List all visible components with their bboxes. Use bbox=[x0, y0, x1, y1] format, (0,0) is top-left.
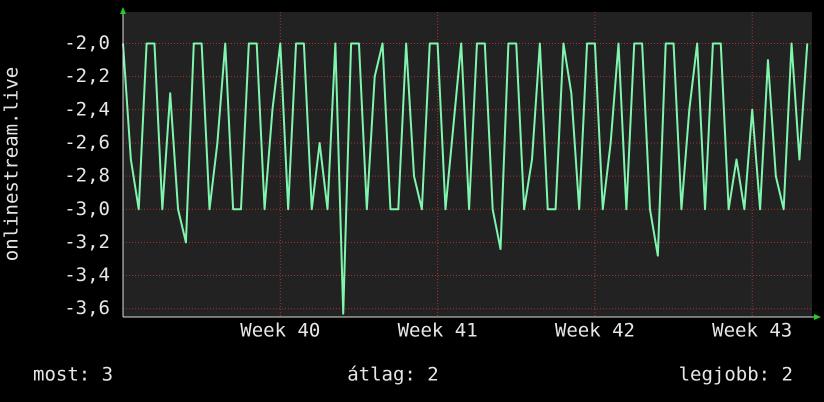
footer-average: átlag: 2 bbox=[347, 364, 439, 386]
x-tick-label: Week 41 bbox=[398, 320, 478, 342]
y-tick-label: -3,2 bbox=[64, 231, 110, 253]
y-tick-label: -3,0 bbox=[64, 198, 110, 220]
y-tick-label: -2,8 bbox=[64, 165, 110, 187]
x-tick-label: Week 40 bbox=[240, 320, 320, 342]
x-tick-label: Week 43 bbox=[712, 320, 792, 342]
x-arrow bbox=[814, 314, 821, 320]
x-tick-label: Week 42 bbox=[555, 320, 635, 342]
y-tick-label: -2,0 bbox=[64, 32, 110, 54]
y-axis-label: onlinestream.live bbox=[1, 67, 23, 261]
y-tick-label: -3,6 bbox=[64, 297, 110, 319]
y-tick-label: -3,4 bbox=[64, 264, 110, 286]
footer-current: most: 3 bbox=[33, 364, 113, 386]
marks bbox=[122, 42, 809, 315]
y-tick-label: -2,6 bbox=[64, 131, 110, 153]
y-arrow bbox=[120, 7, 126, 14]
footer-best: legjobb: 2 bbox=[679, 364, 793, 386]
y-tick-label: -2,2 bbox=[64, 65, 110, 87]
y-tick-label: -2,4 bbox=[64, 98, 110, 120]
series-line bbox=[122, 42, 809, 315]
